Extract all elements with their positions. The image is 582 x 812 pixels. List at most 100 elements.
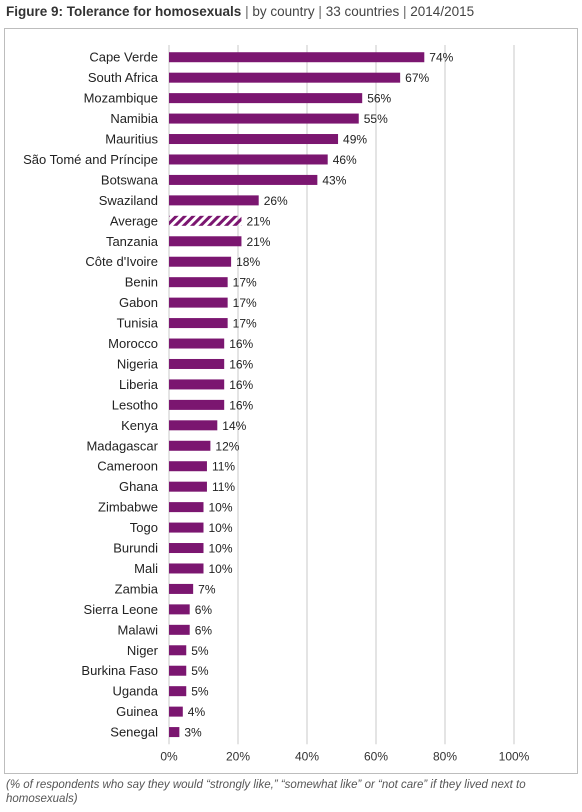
x-tick-label: 80% [433,749,457,763]
title-separator: | [403,4,407,19]
bar [169,72,401,83]
category-label: South Africa [88,70,159,85]
chart-footnote: (% of respondents who say they would “st… [6,779,526,805]
bar [169,706,183,717]
x-tick-label: 20% [226,749,250,763]
bar [169,543,204,554]
category-label: Kenya [121,418,159,433]
bar [169,522,204,533]
bar [169,134,339,145]
bar [169,604,190,615]
bar-value-label: 16% [229,357,253,371]
bar-value-label: 6% [195,623,213,637]
bar [169,563,204,574]
category-label: Niger [127,643,159,658]
bar [169,502,204,513]
bar [169,379,225,390]
bar [169,195,259,206]
x-tick-label: 60% [364,749,388,763]
bar-value-label: 5% [191,664,209,678]
title-main: Figure 9: Tolerance for homosexuals [6,4,242,19]
category-label: São Tomé and Príncipe [23,152,158,167]
bar [169,93,363,104]
bar [169,645,187,656]
bar-value-label: 10% [209,521,233,535]
category-label: Swaziland [99,193,158,208]
average-bar [169,215,242,226]
title-separator: | [318,4,322,19]
bar [169,318,228,329]
category-label: Tanzania [106,234,159,249]
category-label: Namibia [110,111,158,126]
category-label: Burkina Faso [81,663,158,678]
bar [169,727,180,738]
bar [169,256,232,267]
category-label: Togo [130,520,158,535]
title-country-count: 33 countries [325,4,400,19]
bar-value-label: 74% [429,51,453,65]
x-tick-label: 100% [499,749,530,763]
bar [169,338,225,349]
category-label: Zambia [115,581,159,596]
category-label: Botswana [101,172,159,187]
category-label: Nigeria [117,356,159,371]
bar [169,113,359,124]
bar-value-label: 10% [209,562,233,576]
bar-value-label: 67% [405,71,429,85]
category-label: Madagascar [86,438,158,453]
bar-value-label: 17% [233,296,257,310]
bar-value-label: 16% [229,337,253,351]
bar-value-label: 49% [343,133,367,147]
category-label: Benin [125,275,158,290]
bar-value-label: 16% [229,398,253,412]
category-label: Burundi [113,541,158,556]
bar-value-label: 18% [236,255,260,269]
category-label: Tunisia [117,316,159,331]
bar-value-label: 6% [195,603,213,617]
bar-value-label: 7% [198,582,216,596]
bar-value-label: 5% [191,685,209,699]
bar [169,420,218,431]
category-label: Ghana [119,479,159,494]
category-label: Cameroon [97,459,158,474]
category-label: Lesotho [112,397,158,412]
bar-value-label: 12% [215,439,239,453]
bar [169,665,187,676]
bar [169,440,211,451]
category-label: Uganda [112,684,158,699]
bar-value-label: 21% [246,235,270,249]
bar [169,624,190,635]
category-label: Guinea [116,704,159,719]
bar-value-label: 10% [209,542,233,556]
bar [169,481,207,492]
bar [169,399,225,410]
bar-value-label: 43% [322,173,346,187]
bar-value-label: 4% [188,705,206,719]
category-label: Côte d'Ivoire [85,254,158,269]
title-years: 2014/2015 [410,4,475,19]
bar [169,358,225,369]
bar [169,686,187,697]
category-label: Mali [134,561,158,576]
bar-value-label: 56% [367,92,391,106]
bar-value-label: 17% [233,317,257,331]
bar-value-label: 16% [229,378,253,392]
title-separator: | [245,4,249,19]
x-tick-label: 40% [295,749,319,763]
bar [169,583,194,594]
chart-title: Figure 9: Tolerance for homosexuals | by… [6,4,578,19]
title-by-country: by country [252,4,315,19]
category-label: Zimbabwe [98,500,158,515]
x-tick-label: 0% [160,749,178,763]
bar-value-label: 3% [184,726,202,740]
category-label: Senegal [110,725,158,740]
category-label: Liberia [119,377,159,392]
bar [169,461,207,472]
chart-frame [4,28,578,774]
bar [169,154,328,165]
category-label: Sierra Leone [84,602,158,617]
category-label: Malawi [118,622,159,637]
category-label: Average [110,213,158,228]
bar-value-label: 10% [209,501,233,515]
bar-value-label: 5% [191,644,209,658]
